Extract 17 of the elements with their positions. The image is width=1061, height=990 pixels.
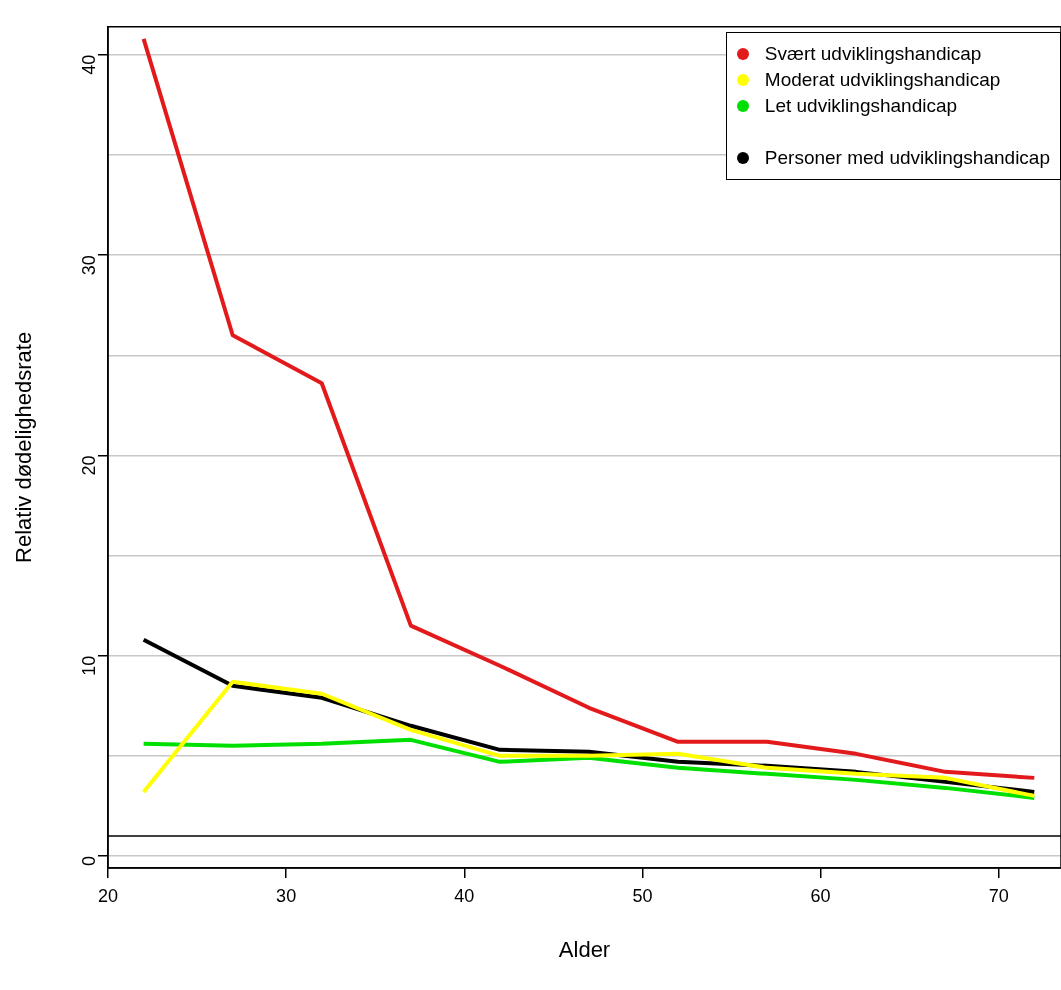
y-tick-label: 40 — [78, 54, 99, 75]
y-axis-title: Relativ dødelighedsrate — [11, 331, 37, 563]
legend-label: Svært udviklingshandicap — [764, 42, 982, 66]
y-tick-label: 20 — [78, 455, 99, 476]
legend-label: Personer med udviklingshandicap — [764, 146, 1050, 170]
x-tick-label: 70 — [988, 885, 1009, 906]
x-tick-label: 40 — [454, 885, 475, 906]
y-tick-label: 0 — [78, 855, 99, 866]
x-axis-title: Alder — [558, 936, 611, 962]
y-tick-label: 30 — [78, 255, 99, 276]
x-tick-label: 30 — [276, 885, 297, 906]
x-tick-label: 20 — [97, 885, 119, 906]
legend-label: Moderat udviklingshandicap — [764, 68, 1001, 92]
legend-label: Let udviklingshandicap — [764, 94, 958, 118]
y-tick-label: 10 — [78, 655, 99, 676]
x-tick-label: 50 — [632, 885, 653, 906]
x-tick-label: 60 — [810, 885, 831, 906]
